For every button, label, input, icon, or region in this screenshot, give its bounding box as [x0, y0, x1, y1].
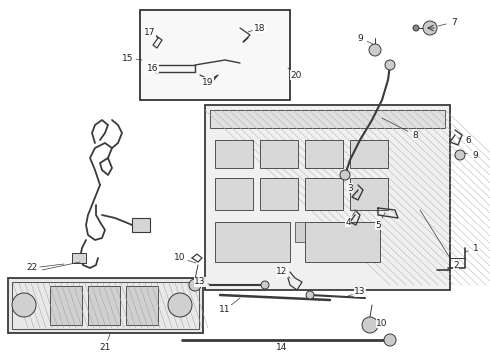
Bar [210, 110, 445, 128]
Bar [215, 178, 253, 210]
Text: 5: 5 [375, 220, 381, 230]
Text: 15: 15 [122, 54, 134, 63]
Text: 10: 10 [376, 319, 388, 328]
Bar [140, 10, 290, 100]
Text: 11: 11 [219, 306, 231, 315]
Circle shape [340, 170, 350, 180]
Text: 7: 7 [451, 18, 457, 27]
Bar [260, 140, 298, 168]
Bar [305, 140, 343, 168]
Text: 13: 13 [194, 278, 206, 287]
Text: 2: 2 [453, 261, 459, 270]
Circle shape [455, 150, 465, 160]
Text: 6: 6 [465, 135, 471, 144]
Bar [215, 140, 253, 168]
Circle shape [384, 334, 396, 346]
Circle shape [423, 21, 437, 35]
Text: 20: 20 [290, 71, 302, 80]
Bar [132, 218, 150, 232]
Text: 4: 4 [345, 217, 351, 226]
Circle shape [362, 317, 378, 333]
Text: 17: 17 [144, 27, 156, 36]
Circle shape [12, 293, 36, 317]
Text: 14: 14 [276, 343, 288, 352]
Text: 16: 16 [147, 63, 159, 72]
Text: 9: 9 [472, 150, 478, 159]
Text: 22: 22 [26, 264, 38, 273]
Bar [350, 178, 388, 210]
Bar [295, 222, 305, 242]
Text: 3: 3 [347, 184, 353, 193]
Bar [350, 140, 388, 168]
Circle shape [261, 281, 269, 289]
Bar [72, 253, 86, 263]
Bar [12, 282, 199, 329]
Bar [305, 178, 343, 210]
Bar [215, 222, 290, 262]
Bar [50, 286, 82, 325]
Circle shape [369, 44, 381, 56]
Text: 12: 12 [276, 267, 288, 276]
Bar [8, 278, 203, 333]
Text: 21: 21 [99, 343, 111, 352]
Bar [260, 178, 298, 210]
Circle shape [189, 279, 201, 291]
Text: 10: 10 [174, 253, 186, 262]
Bar [205, 105, 450, 290]
Text: 18: 18 [254, 23, 266, 32]
Text: 19: 19 [202, 77, 214, 86]
Circle shape [385, 60, 395, 70]
Bar [88, 286, 120, 325]
Text: 8: 8 [412, 131, 418, 140]
Bar [305, 222, 380, 262]
Text: 13: 13 [354, 288, 366, 297]
Bar [126, 286, 158, 325]
Text: 9: 9 [357, 33, 363, 42]
Circle shape [413, 25, 419, 31]
Circle shape [306, 291, 314, 299]
Circle shape [168, 293, 192, 317]
Text: 1: 1 [473, 243, 479, 252]
